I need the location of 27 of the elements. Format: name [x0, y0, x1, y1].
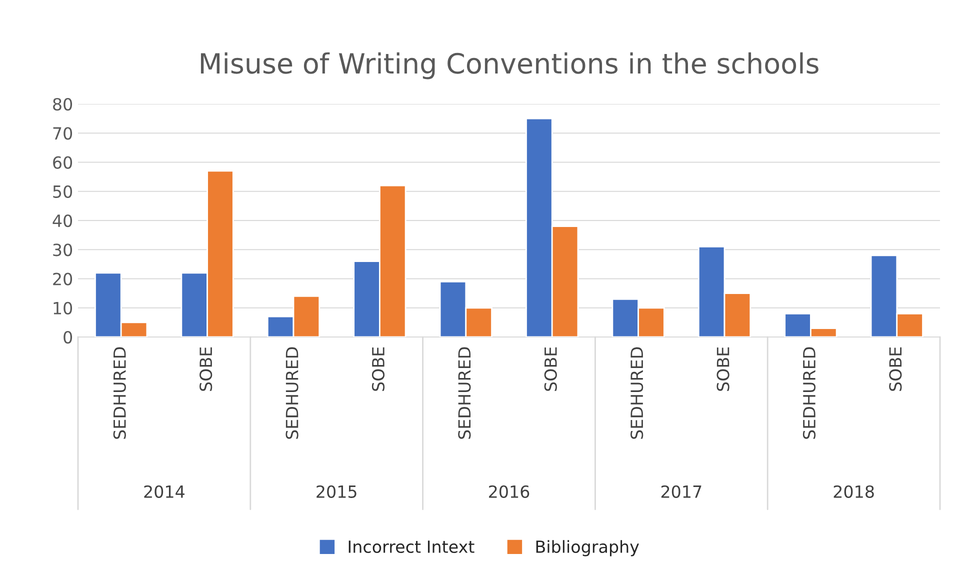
text: 2018: [834, 485, 874, 498]
text: 2017: [661, 485, 702, 498]
text: 2014: [144, 485, 184, 498]
chart-title: Misuse of Writing Conventions in the schools: [200, 52, 818, 80]
x-tick-label: SEDHURED: [630, 347, 644, 439]
x-tick-label: SOBE: [544, 347, 557, 391]
x-tick-label: SEDHURED: [113, 347, 126, 439]
y-tick-label: 10: [54, 302, 72, 314]
text: 2015: [316, 485, 356, 498]
x-tick-label: SOBE: [372, 347, 385, 391]
y-tick-label: 0: [64, 330, 72, 344]
legend-label: Incorrect Intext: [348, 540, 474, 553]
y-tick-label: 70: [53, 127, 72, 140]
y-tick-label: 30: [53, 244, 72, 256]
x-tick-label: SOBE: [716, 347, 730, 391]
y-tick-label: 50: [53, 185, 72, 198]
y-tick-label: 80: [53, 98, 72, 111]
y-tick-label: 20: [53, 272, 72, 286]
y-tick-label: 60: [53, 156, 72, 169]
x-tick-label: SOBE: [200, 347, 212, 391]
text: 2016: [489, 485, 530, 498]
legend-label: Bibliography: [536, 540, 639, 556]
x-tick-label: SEDHURED: [458, 347, 471, 439]
x-tick-label: SOBE: [889, 347, 902, 391]
y-tick-label: 40: [52, 214, 72, 228]
x-tick-label: SEDHURED: [802, 347, 816, 439]
x-tick-label: SEDHURED: [286, 347, 298, 439]
